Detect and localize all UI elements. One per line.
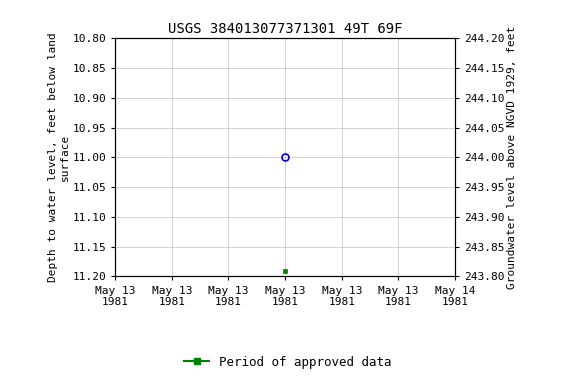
Y-axis label: Depth to water level, feet below land
surface: Depth to water level, feet below land su… <box>48 33 70 282</box>
Title: USGS 384013077371301 49T 69F: USGS 384013077371301 49T 69F <box>168 22 403 36</box>
Y-axis label: Groundwater level above NGVD 1929, feet: Groundwater level above NGVD 1929, feet <box>507 26 517 289</box>
Legend: Period of approved data: Period of approved data <box>179 351 397 374</box>
